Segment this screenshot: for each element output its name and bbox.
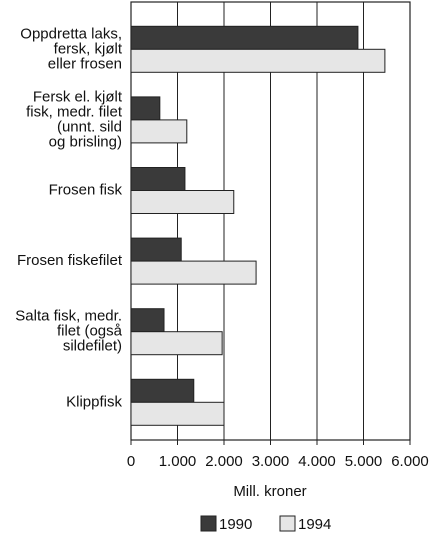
bar [130,401,225,426]
legend-label: 1990 [219,516,252,533]
y-tick-label: Klippfisk [66,393,122,410]
x-axis-label: Mill. kroner [233,483,306,500]
bar [130,331,223,356]
y-tick-label: Fersk el. kjølt fisk, medr. filet (unnt. s… [26,88,123,150]
bar [130,167,186,191]
y-tick-label: Oppdretta laks, fersk, kjølt eller frosen [20,25,123,72]
x-tick-label: 3.000 [252,453,290,470]
x-tick-label: 1.000 [159,453,197,470]
x-tick-label: 4.000 [298,453,336,470]
legend-swatch [279,515,296,532]
bar [130,119,188,144]
plot-frame [130,1,411,441]
x-tick-label: 0 [127,453,135,470]
bar [130,48,386,73]
bar [130,308,165,333]
x-tick-label: 5.000 [345,453,383,470]
bar [130,260,257,285]
y-tick-label: Salta fisk, medr. filet (også sildefilet) [15,308,122,355]
bar [130,378,195,403]
y-tick-label: Frosen fiskefilet [17,252,123,269]
legend-swatch [200,515,217,532]
x-tick-label: 6.000 [391,453,429,470]
bar [130,237,182,262]
bar [130,25,359,50]
legend-label: 1994 [298,516,331,533]
bar [130,96,161,121]
bar [130,190,235,214]
x-tick-label: 2.000 [205,453,243,470]
y-tick-label: Frosen fisk [49,181,123,198]
